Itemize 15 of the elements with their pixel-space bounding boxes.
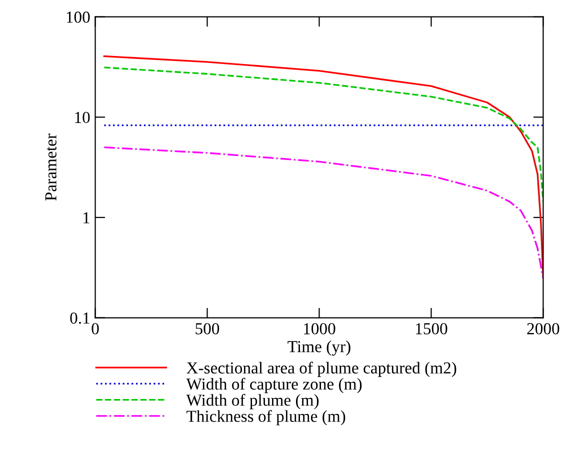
legend-label: Thickness of plume (m) [186, 410, 346, 426]
x-tick-label: 500 [196, 323, 220, 334]
y-tick-label: 0.1 [70, 312, 90, 324]
x-tick-label: 2000 [527, 323, 560, 334]
y-tick-label: 1 [84, 212, 90, 224]
y-axis-title: Parameter [45, 134, 56, 201]
legend-label: X-sectional area of plume captured (m2) [186, 362, 456, 377]
x-tick-label: 1500 [416, 323, 448, 334]
y-tick-label: 100 [66, 12, 90, 23]
x-tick-label: 0 [92, 323, 99, 334]
legend-label: Width of plume (m) [186, 394, 319, 410]
x-axis-title: Time (yr) [288, 340, 350, 356]
x-tick-label: 1000 [304, 323, 336, 334]
legend-label: Width of capture zone (m) [186, 378, 362, 394]
y-tick-label: 10 [75, 112, 90, 124]
